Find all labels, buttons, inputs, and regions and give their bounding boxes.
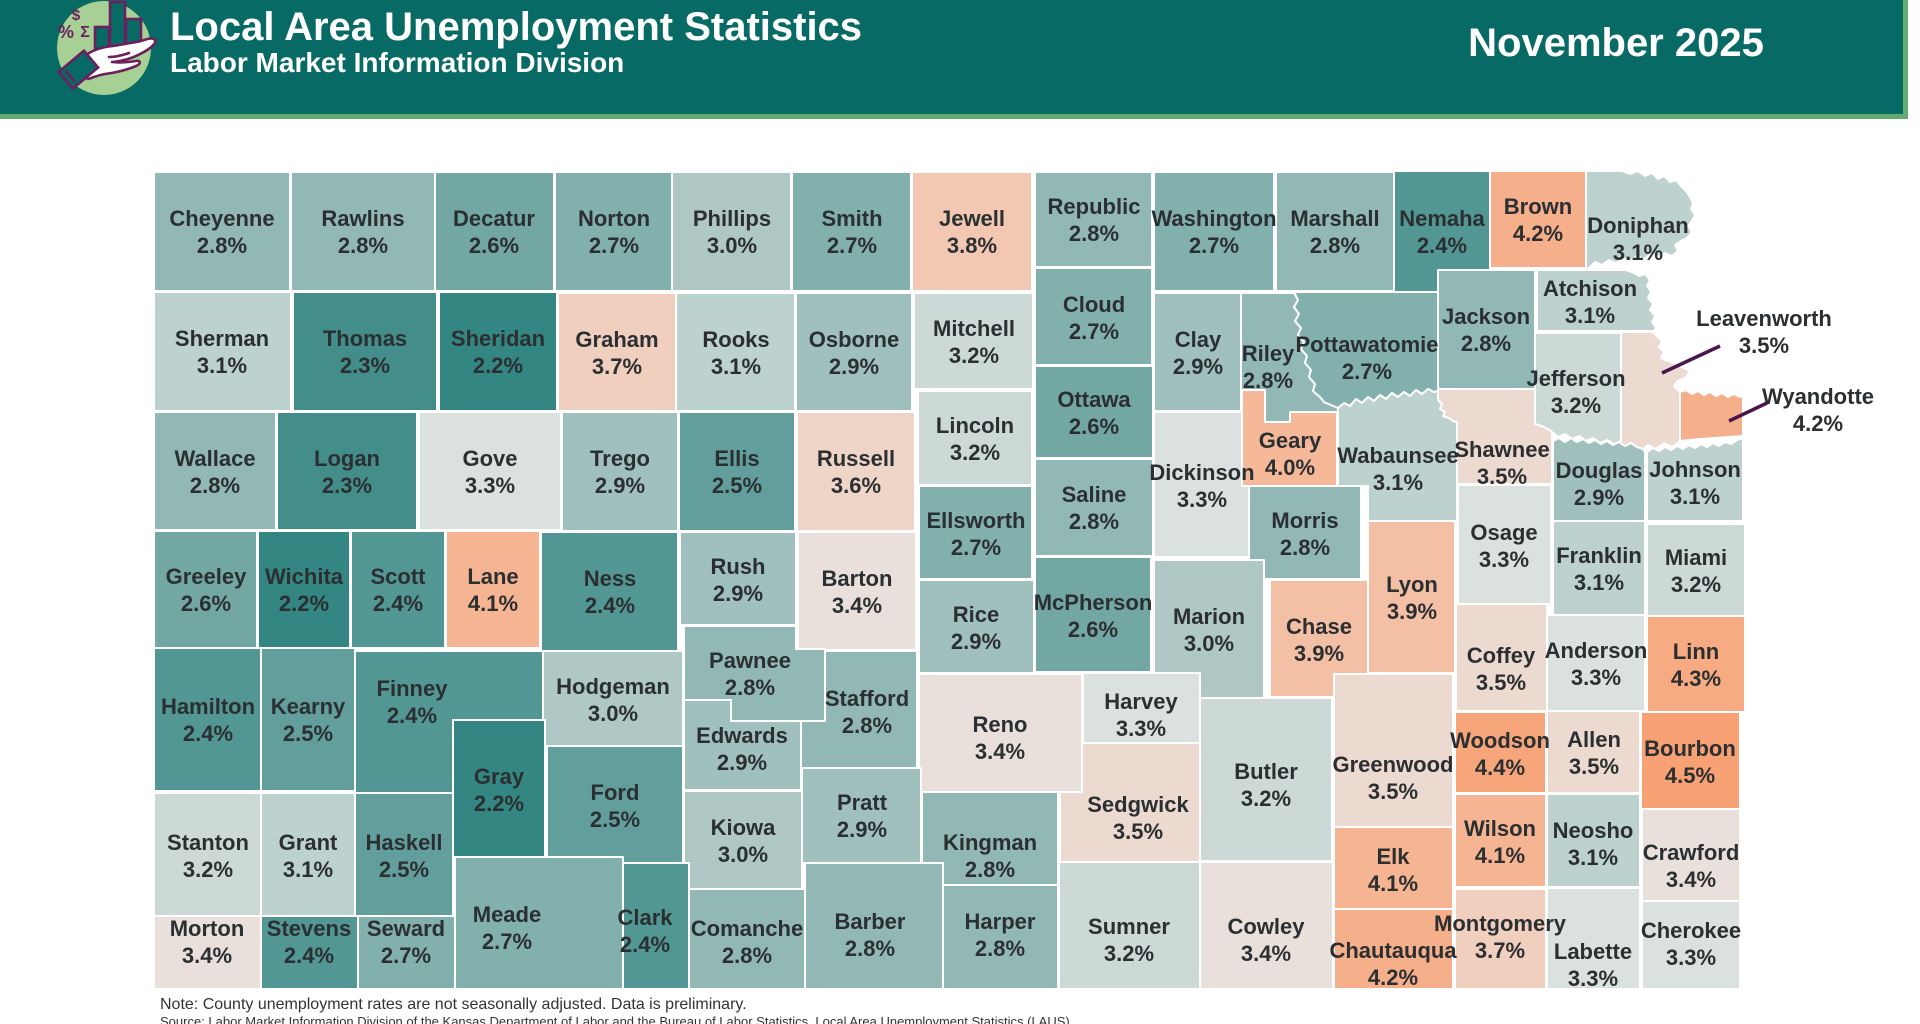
svg-text:%: %	[58, 22, 74, 42]
svg-text:$: $	[72, 7, 81, 24]
svg-text:Note: County unemployment rate: Note: County unemployment rates are not …	[160, 996, 747, 1013]
svg-text:Labor Market Information Divis: Labor Market Information Division	[170, 47, 624, 78]
svg-text:Source: Labor Market Informati: Source: Labor Market Information Divisio…	[160, 1014, 1073, 1024]
svg-text:Σ: Σ	[80, 24, 90, 41]
svg-text:Local Area Unemployment Statis: Local Area Unemployment Statistics	[170, 5, 862, 49]
svg-text:November 2025: November 2025	[1468, 21, 1764, 65]
